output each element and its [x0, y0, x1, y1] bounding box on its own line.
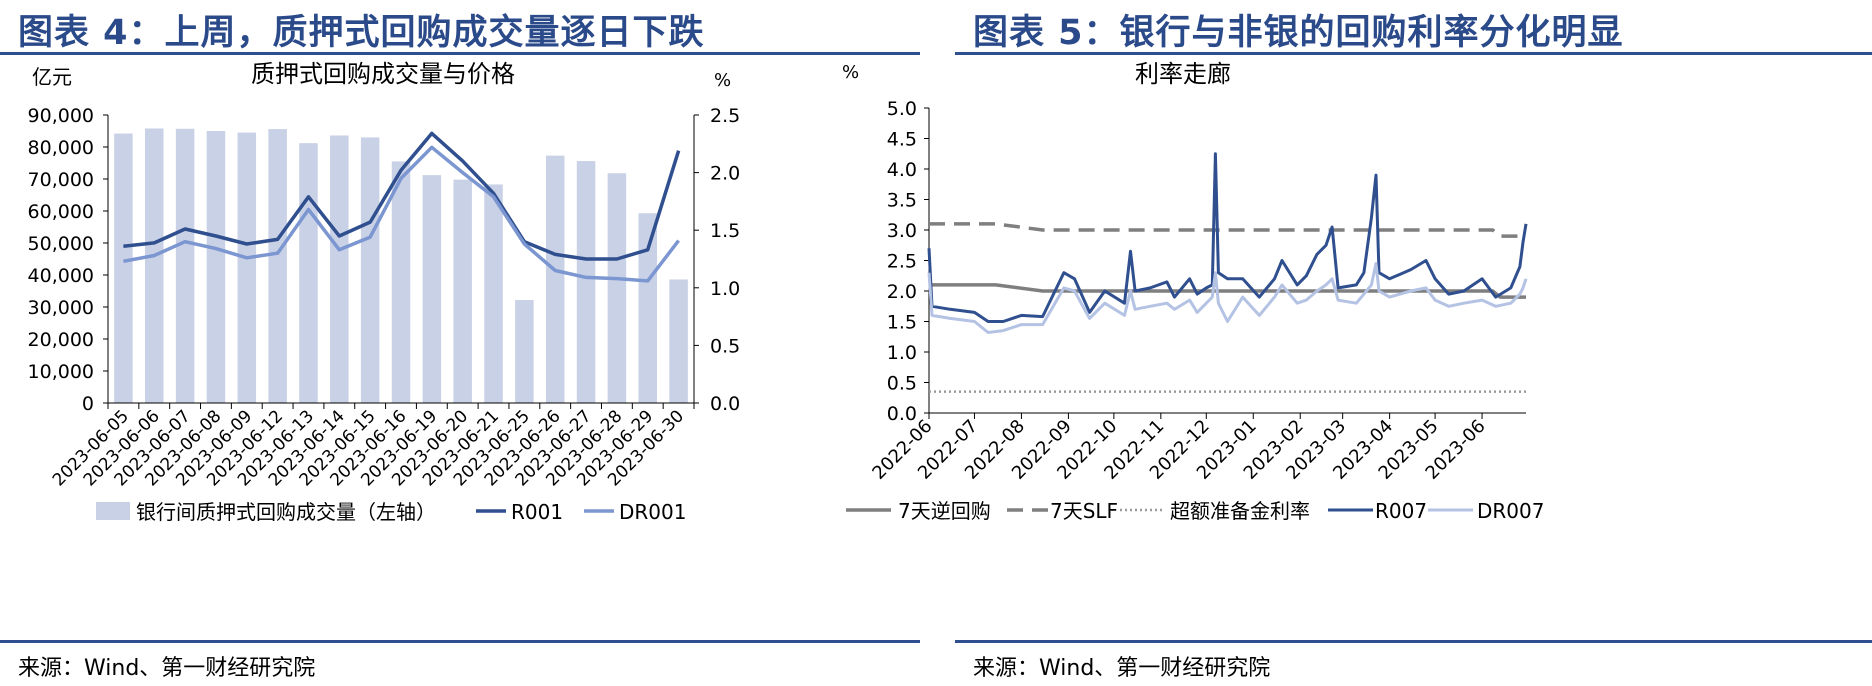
- legend-label: DR001: [619, 500, 686, 524]
- right-tick-label: 2.0: [710, 163, 740, 185]
- r001-line: [123, 131, 681, 261]
- legend-label: R001: [511, 500, 563, 524]
- right-tick-label: 1.0: [710, 278, 740, 300]
- volume-bar: [484, 184, 503, 403]
- right-axis-unit: %: [714, 70, 731, 91]
- left-tick-label: 60,000: [28, 201, 94, 223]
- legend-label: 超额准备金利率: [1170, 499, 1310, 523]
- volume-bar: [545, 155, 565, 403]
- y-tick-label: 2.0: [887, 281, 917, 303]
- volume-bar: [607, 173, 627, 403]
- right-tick-label: 1.5: [710, 220, 740, 242]
- volume-bar: [206, 131, 226, 403]
- chart-title: 质押式回购成交量与价格: [251, 60, 515, 88]
- volume-bar: [237, 132, 257, 403]
- left-tick-label: 80,000: [28, 137, 94, 159]
- r007-line: [927, 152, 1528, 323]
- left-axis-unit: 亿元: [32, 65, 72, 89]
- volume-bar: [422, 175, 442, 403]
- left-tick-label: 90,000: [28, 105, 94, 127]
- volume-bar: [114, 133, 133, 403]
- left-tick-label: 20,000: [28, 329, 94, 351]
- right-tick-label: 0.0: [710, 393, 740, 415]
- header-rule: [955, 52, 1872, 55]
- volume-bar: [638, 213, 657, 403]
- left-tick-label: 40,000: [28, 265, 94, 287]
- chart-panel-right: 图表 5：银行与非银的回购利率分化明显 利率走廊% 0.0 0.5 1.0 1.5 2.0…: [842, 0, 1872, 686]
- y-tick-label: 2.5: [887, 251, 917, 273]
- legend-label: 7天SLF: [1050, 499, 1118, 523]
- y-tick-label: 1.5: [887, 312, 917, 334]
- y-axis-unit: %: [842, 62, 859, 83]
- slf-7d-line: [929, 222, 1526, 238]
- volume-bar: [391, 161, 411, 403]
- legend-swatch-volume: [96, 502, 130, 520]
- dr007-line: [927, 262, 1528, 334]
- volume-bar: [669, 279, 688, 403]
- volume-bar: [453, 179, 472, 403]
- legend-label: R007: [1375, 499, 1427, 523]
- volume-bar: [145, 128, 164, 403]
- y-tick-label: 4.0: [887, 159, 917, 181]
- left-tick-label: 70,000: [28, 169, 94, 191]
- left-tick-label: 30,000: [28, 297, 94, 319]
- figure-header: 图表 4：上周，质押式回购成交量逐日下跌: [18, 13, 705, 53]
- legend-label: DR007: [1477, 499, 1544, 523]
- dr001-line: [123, 145, 680, 283]
- left-tick-label: 0: [82, 393, 94, 415]
- source-note: 来源：Wind、第一财经研究院: [973, 656, 1271, 681]
- chart-title: 利率走廊: [1135, 60, 1231, 88]
- volume-bar: [175, 128, 195, 403]
- chart-panel-left: 图表 4：上周，质押式回购成交量逐日下跌 质押式回购成交量与价格 亿元% 0 10,0…: [0, 0, 920, 686]
- footer-rule: [955, 640, 1872, 643]
- y-tick-label: 3.0: [887, 220, 917, 242]
- y-tick-label: 3.5: [887, 190, 917, 212]
- y-tick-label: 1.0: [887, 342, 917, 364]
- footer-rule: [0, 640, 920, 643]
- header-rule: [0, 52, 920, 55]
- legend-label: 银行间质押式回购成交量（左轴）: [136, 500, 436, 524]
- volume-bar: [515, 299, 534, 403]
- right-tick-label: 2.5: [710, 105, 740, 127]
- legend-label: 7天逆回购: [898, 499, 991, 523]
- left-tick-label: 10,000: [28, 361, 94, 383]
- right-tick-label: 0.5: [710, 335, 740, 357]
- volume-price-chart: 质押式回购成交量与价格 亿元 % 0 10,000 20,000 30,000 40,000 5…: [28, 60, 741, 524]
- y-tick-label: 0.0: [887, 403, 917, 425]
- y-tick-label: 0.5: [887, 373, 917, 395]
- figure-header: 图表 5：银行与非银的回购利率分化明显: [973, 13, 1624, 53]
- left-tick-label: 50,000: [28, 233, 94, 255]
- volume-bar: [268, 129, 287, 403]
- y-tick-label: 4.5: [887, 129, 917, 151]
- source-note: 来源：Wind、第一财经研究院: [18, 656, 316, 681]
- volume-bar: [299, 143, 318, 403]
- reverse-repo-7d-line: [929, 283, 1526, 299]
- rate-corridor-chart: 利率走廊%0.00.51.01.52.02.53.03.54.04.55.020…: [842, 60, 1544, 523]
- y-tick-label: 5.0: [887, 98, 917, 120]
- volume-bar: [330, 135, 349, 404]
- volume-bar: [576, 161, 596, 403]
- volume-bar: [360, 137, 380, 403]
